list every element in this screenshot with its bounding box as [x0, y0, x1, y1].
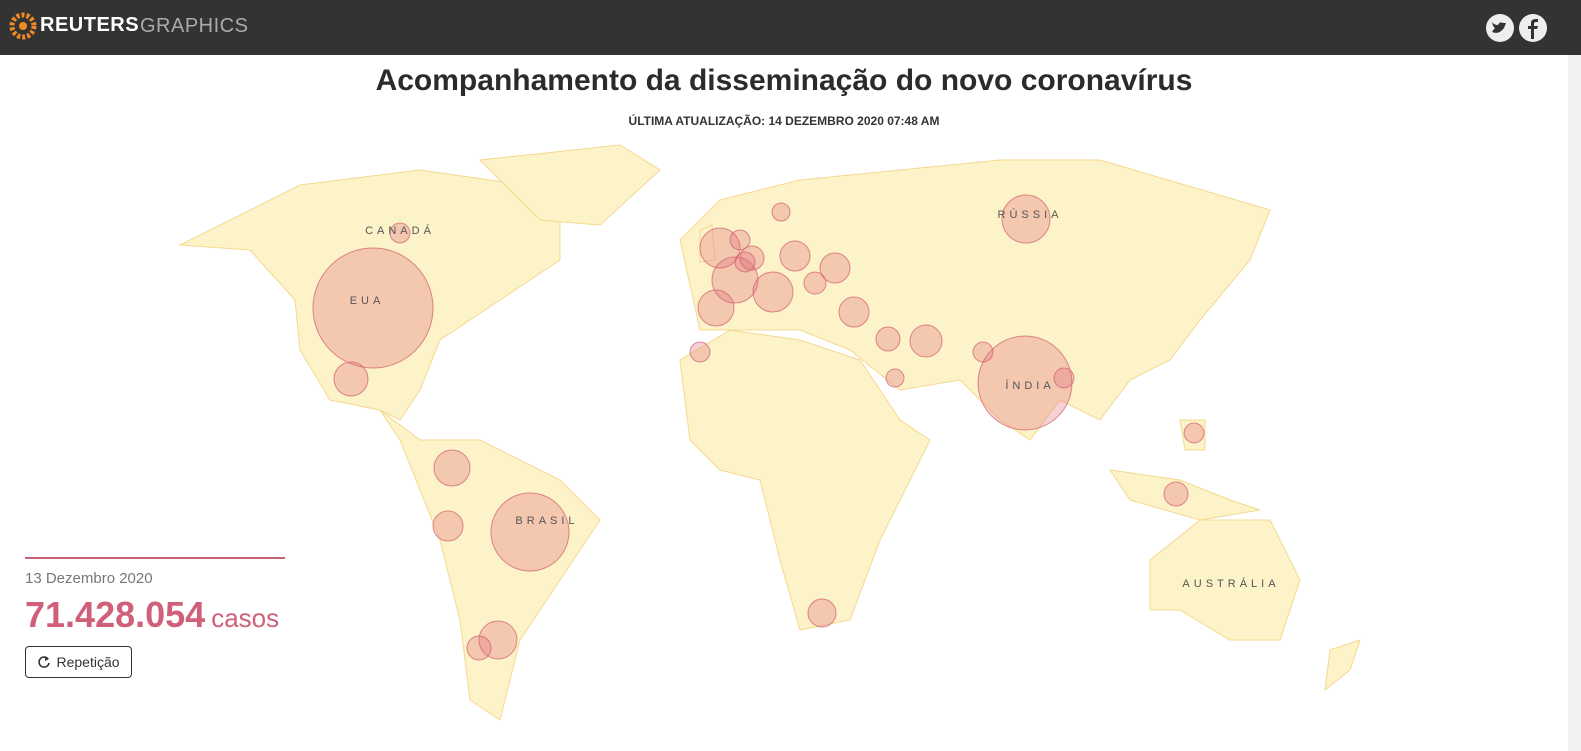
case-unit: casos [211, 603, 280, 633]
case-bubble [689, 341, 711, 363]
replay-label: Repetição [56, 654, 120, 670]
social-icons [1486, 14, 1547, 42]
case-bubble [875, 326, 901, 352]
twitter-button[interactable] [1486, 14, 1514, 42]
country-labels: CANADÁ EUA RÚSSIA ÍNDIA BRASIL AUSTRÁLIA [350, 208, 1279, 590]
case-count: 71.428.054 [25, 594, 206, 635]
case-bubble [1183, 422, 1205, 444]
last-updated: ÚLTIMA ATUALIZAÇÃO: 14 DEZEMBRO 2020 07:… [628, 114, 940, 128]
case-bubble [771, 202, 791, 222]
replay-button[interactable]: Repetição [25, 646, 132, 678]
country-label: RÚSSIA [998, 208, 1063, 221]
world-map: CANADÁ EUA RÚSSIA ÍNDIA BRASIL AUSTRÁLIA [178, 144, 1361, 721]
case-bubble [909, 324, 943, 358]
case-bubble [432, 510, 464, 542]
land [178, 144, 1361, 721]
case-bubble [389, 222, 411, 244]
country-label: AUSTRÁLIA [1182, 577, 1279, 590]
logo [9, 12, 37, 40]
title: Acompanhamento da disseminação do novo c… [375, 64, 1193, 97]
counter-date: 13 Dezembro 2020 [25, 570, 153, 587]
facebook-button[interactable] [1519, 14, 1547, 42]
country-label: ÍNDIA [1005, 379, 1054, 392]
counter: 71.428.054 casos [25, 594, 279, 636]
country-label: EUA [350, 295, 385, 307]
country-label: BRASIL [515, 515, 578, 527]
divider [25, 557, 285, 559]
case-bubble [478, 620, 518, 660]
case-bubble [433, 449, 471, 487]
case-bubble [819, 252, 851, 284]
case-bubble [729, 229, 751, 251]
case-bubble [977, 335, 1073, 431]
replay-icon [38, 656, 51, 668]
scrollbar [1568, 55, 1581, 751]
case-bubble [752, 271, 794, 313]
section[interactable]: GRAPHICS [140, 15, 249, 37]
case-bubble [312, 247, 434, 369]
country-label: CANADÁ [365, 224, 435, 237]
case-bubble [697, 289, 735, 327]
case-bubble [1163, 481, 1189, 507]
brand[interactable]: REUTERS [40, 14, 140, 36]
case-bubble [490, 492, 570, 572]
case-bubble [734, 251, 756, 273]
case-bubble [885, 368, 905, 388]
case-bubble [838, 296, 870, 328]
case-bubble [803, 271, 827, 295]
bubble-layer [312, 194, 1205, 661]
case-bubble [1053, 367, 1075, 389]
case-bubble [807, 598, 837, 628]
header: REUTERS GRAPHICS [0, 0, 1581, 55]
case-bubble [333, 361, 369, 397]
case-bubble [972, 341, 994, 363]
case-bubble [466, 635, 492, 661]
case-bubble [779, 240, 811, 272]
case-bubble [1001, 194, 1051, 244]
